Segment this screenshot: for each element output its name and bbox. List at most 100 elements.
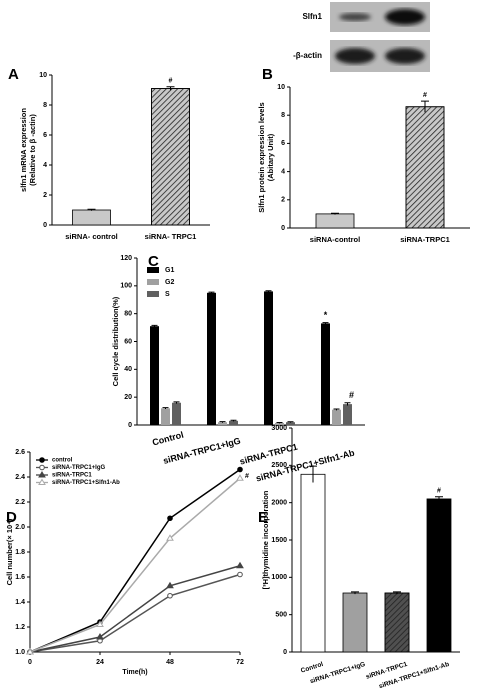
y-axis-label: Cell cycle distribution(%) (111, 296, 120, 386)
x-tick-label: siRNA-control (310, 235, 360, 244)
significance-marker: # (245, 473, 249, 480)
x-tick-label: 72 (236, 659, 244, 666)
error-bar (309, 465, 317, 483)
point (167, 515, 173, 522)
y-tick-label: 100 (120, 283, 132, 290)
x-tick-label: siRNA-TRPC1 (239, 442, 299, 467)
bar (300, 473, 326, 653)
blot-band (385, 9, 425, 25)
y-axis-label: [³H]thymidine incorporation (261, 490, 270, 589)
error-bar (435, 496, 443, 502)
x-tick-label: siRNA- control (65, 232, 118, 241)
y-axis-label: Slfn1 protein expression levels (257, 102, 266, 212)
line (29, 573, 241, 653)
line (29, 468, 241, 653)
y-tick-label: 1.4 (15, 599, 25, 606)
significance-marker: # (437, 488, 441, 495)
bar (264, 291, 273, 425)
bar-hatch (405, 106, 445, 229)
error-bar (276, 421, 283, 424)
y-tick-label: 8 (43, 102, 47, 109)
error-bar (351, 591, 359, 595)
bar (275, 422, 284, 425)
y-tick-label: 0 (43, 222, 47, 229)
y-tick-label: 1.6 (15, 574, 25, 581)
bar (315, 213, 355, 229)
y-axis-label: slfn1 mRNA expression (19, 108, 28, 192)
bar (150, 326, 159, 425)
point (96, 633, 104, 640)
y-tick-label: 2000 (271, 500, 287, 507)
point (38, 471, 46, 478)
y-tick-label: 3000 (271, 425, 287, 432)
y-tick-label: 1.2 (15, 624, 25, 631)
x-tick-label: siRNA-TRPC1+Slfn1-Ab (378, 661, 450, 690)
point (166, 534, 174, 541)
error-bar (230, 419, 237, 422)
y-tick-label: 2.0 (15, 524, 25, 531)
error-bar (322, 322, 329, 325)
y-tick-label: 0 (283, 649, 287, 656)
point (39, 464, 45, 471)
y-tick-label: 0 (281, 225, 285, 232)
y-axis-label: (Abitary Unit) (266, 133, 275, 181)
bar (321, 323, 330, 425)
error-bar (166, 86, 175, 91)
blot-band (385, 48, 425, 64)
error-bar (287, 421, 294, 423)
y-tick-label: 2 (43, 192, 47, 199)
x-tick-label: 0 (28, 659, 32, 666)
bar (343, 404, 352, 425)
y-tick-label: 2500 (271, 462, 287, 469)
error-bar (173, 401, 180, 404)
error-bar (333, 408, 340, 411)
legend-label: siRNA-TRPC1+Slfn1-Ab (52, 480, 120, 486)
error-bar (151, 324, 158, 328)
legend-swatch (147, 267, 159, 273)
y-tick-label: 10 (277, 84, 285, 91)
y-tick-label: 8 (281, 112, 285, 119)
y-tick-label: 20 (124, 394, 132, 401)
significance-marker: # (169, 78, 173, 85)
point (167, 592, 173, 599)
significance-marker: * (324, 310, 328, 320)
panel-label: C (148, 253, 159, 270)
y-tick-label: 2.2 (15, 499, 25, 506)
y-tick-label: 6 (43, 132, 47, 139)
bar (172, 402, 181, 425)
y-tick-label: 1.0 (15, 649, 25, 656)
y-tick-label: 500 (275, 612, 287, 619)
significance-marker: # (423, 92, 427, 99)
y-tick-label: 6 (281, 140, 285, 147)
y-tick-label: 40 (124, 366, 132, 373)
bar (161, 408, 170, 425)
blot-label: -β-actin (293, 51, 322, 60)
y-tick-label: 80 (124, 311, 132, 318)
bar (342, 592, 368, 653)
blot-band (339, 13, 371, 21)
error-bar (421, 100, 429, 113)
x-tick-label: 24 (96, 659, 104, 666)
y-tick-label: 0 (128, 422, 132, 429)
bar (332, 409, 341, 425)
point (96, 620, 104, 627)
legend-label: S (165, 291, 170, 298)
bar (72, 209, 111, 226)
y-tick-label: 10 (39, 72, 47, 79)
y-tick-label: 2 (281, 197, 285, 204)
y-tick-label: 1500 (271, 537, 287, 544)
line (29, 477, 241, 653)
x-tick-label: siRNA-TRPC1 (400, 235, 450, 244)
legend-label: control (52, 458, 73, 464)
error-bar (87, 208, 96, 211)
bar (286, 422, 295, 425)
error-bar (344, 402, 351, 406)
y-axis-label: Cell number(× 10⁴) (5, 518, 14, 585)
error-bar (208, 291, 215, 294)
error-bar (331, 212, 339, 215)
x-tick-label: 48 (166, 659, 174, 666)
legend-label: siRNA-TRPC1+IgG (52, 465, 106, 471)
legend-label: G1 (165, 267, 174, 274)
point (166, 581, 174, 589)
